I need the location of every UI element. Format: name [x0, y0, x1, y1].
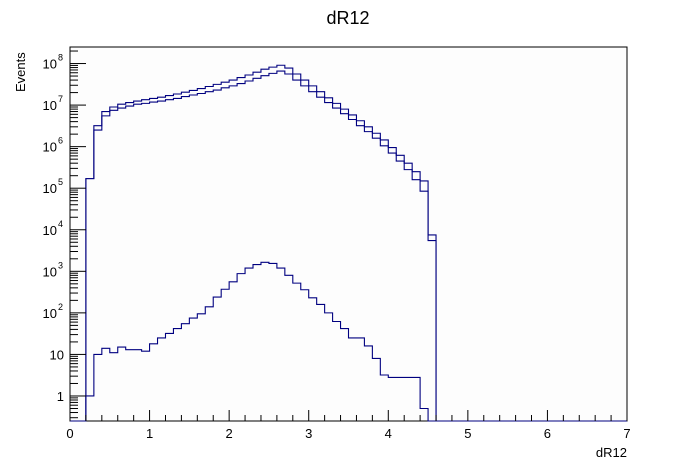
x-tick-label: 4 — [385, 426, 392, 441]
x-tick-label: 6 — [544, 426, 551, 441]
x-axis-label: dR12 — [596, 445, 627, 460]
y-tick-label: 1 — [57, 389, 64, 404]
y-tick-label: 10 — [50, 347, 64, 362]
y-tick-label: 10 — [43, 140, 57, 155]
x-axis: 0 1 2 3 4 5 6 7 — [66, 410, 631, 441]
y-tick-exponent: 5 — [58, 177, 63, 187]
y-tick-label: 10 — [43, 306, 57, 321]
x-tick-label: 1 — [146, 426, 153, 441]
y-tick-label: 10 — [43, 223, 57, 238]
x-tick-label: 7 — [623, 426, 630, 441]
plot-frame — [69, 46, 628, 422]
y-tick-exponent: 6 — [58, 136, 63, 146]
y-tick-exponent: 8 — [58, 53, 63, 63]
y-tick-label: 10 — [43, 181, 57, 196]
x-tick-label: 3 — [305, 426, 312, 441]
y-tick-exponent: 4 — [58, 219, 63, 229]
chart-title: dR12 — [326, 8, 369, 28]
y-axis-label: Events — [13, 52, 28, 92]
y-tick-label: 10 — [43, 98, 57, 113]
x-tick-label: 2 — [226, 426, 233, 441]
y-tick-label: 10 — [43, 57, 57, 72]
histogram-series-3 — [70, 261, 627, 422]
y-tick-label: 10 — [43, 264, 57, 279]
series-layer — [70, 64, 627, 422]
y-tick-exponent: 2 — [58, 302, 63, 312]
y-tick-exponent: 7 — [58, 94, 63, 104]
x-tick-label: 5 — [464, 426, 471, 441]
x-tick-label: 0 — [66, 426, 73, 441]
y-tick-exponent: 3 — [58, 260, 63, 270]
